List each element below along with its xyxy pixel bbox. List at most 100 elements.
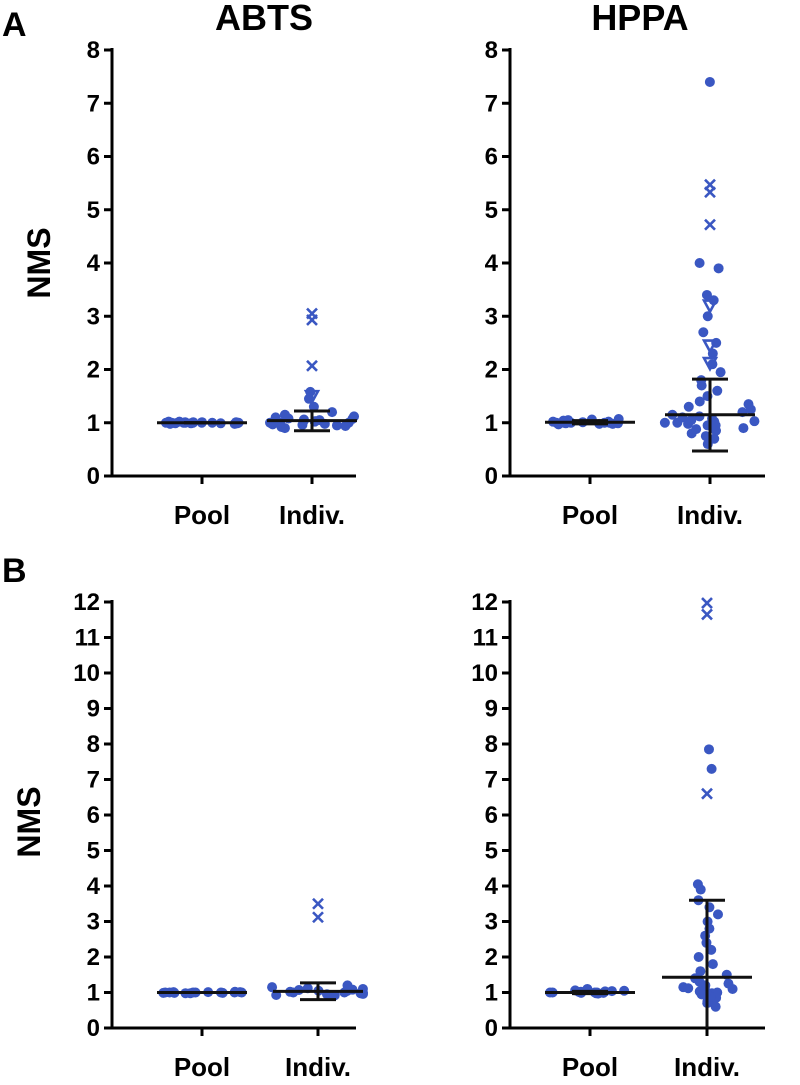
y-tick-label: 0 xyxy=(87,463,100,490)
chart-a-hppa: HPPA 0 1 2 3 4 5 6 7 8 Pool Indiv. xyxy=(485,0,765,530)
y-tick-label: 6 xyxy=(87,802,100,829)
outlier-x-marker xyxy=(701,597,713,609)
outlier-triangle-marker xyxy=(701,339,719,355)
data-point xyxy=(683,401,694,412)
y-tick-label: 11 xyxy=(473,625,498,652)
y-tick-label: 2 xyxy=(485,944,498,971)
y-tick-label: 5 xyxy=(87,838,100,865)
outlier-x-marker xyxy=(701,608,713,621)
y-tick-label: 5 xyxy=(87,197,100,224)
y-tick-label: 7 xyxy=(485,767,498,794)
y-tick-label: 10 xyxy=(73,660,100,687)
data-point xyxy=(706,944,717,955)
data-point xyxy=(710,420,721,431)
outlier-x-marker xyxy=(306,314,318,326)
data-point xyxy=(723,978,734,989)
y-tick-label: 7 xyxy=(87,90,100,117)
outlier-x-marker xyxy=(312,897,324,910)
data-point xyxy=(707,959,718,970)
data-point xyxy=(710,1001,721,1012)
x-tick-label: Pool xyxy=(562,500,618,530)
data-point xyxy=(347,414,358,425)
data-point xyxy=(694,258,705,268)
outlier-x-marker xyxy=(306,359,318,372)
y-tick-label: 0 xyxy=(485,463,498,490)
outlier-triangle-marker xyxy=(701,356,719,372)
data-point xyxy=(712,385,723,396)
y-tick-label: 8 xyxy=(87,37,100,64)
data-point xyxy=(743,399,754,410)
data-point xyxy=(686,415,697,426)
chart-title: HPPA xyxy=(591,0,688,38)
data-point xyxy=(715,367,726,378)
y-tick-label: 3 xyxy=(87,909,100,936)
y-tick-label: 2 xyxy=(485,357,498,384)
y-tick-label: 2 xyxy=(87,357,100,384)
y-tick-label: 8 xyxy=(87,731,100,758)
y-tick-label: 1 xyxy=(485,980,498,1007)
y-tick-label: 3 xyxy=(87,303,100,330)
y-axis-label: NMS xyxy=(21,227,57,298)
y-axis-label: NMS xyxy=(11,786,47,857)
y-tick-label: 1 xyxy=(87,410,100,437)
y-tick-label: 8 xyxy=(485,37,498,64)
x-tick-label: Indiv. xyxy=(279,500,345,530)
y-tick-label: 9 xyxy=(485,696,498,723)
y-tick-label: 2 xyxy=(87,944,100,971)
outlier-x-marker xyxy=(701,787,713,800)
outlier-x-marker xyxy=(704,218,716,231)
data-point xyxy=(331,420,342,431)
y-tick-label: 3 xyxy=(485,909,498,936)
x-tick-label: Indiv. xyxy=(677,500,743,530)
data-point xyxy=(694,986,705,997)
y-tick-label: 11 xyxy=(75,625,100,652)
data-point xyxy=(712,909,723,920)
data-point xyxy=(691,424,702,435)
y-tick-label: 4 xyxy=(485,250,499,277)
x-tick-label: Pool xyxy=(174,500,230,530)
data-point xyxy=(749,416,760,427)
data-point xyxy=(694,396,705,407)
y-tick-label: 6 xyxy=(485,144,498,171)
y-tick-label: 4 xyxy=(87,250,101,277)
y-tick-label: 12 xyxy=(73,589,100,616)
y-tick-label: 12 xyxy=(471,589,498,616)
y-tick-label: 1 xyxy=(485,410,498,437)
y-tick-label: 7 xyxy=(87,767,100,794)
y-tick-label: 9 xyxy=(87,696,100,723)
outlier-triangle-marker xyxy=(303,389,321,405)
data-point xyxy=(713,263,724,274)
y-tick-label: 5 xyxy=(485,197,498,224)
data-point xyxy=(308,401,319,412)
data-point xyxy=(683,983,694,994)
data-point xyxy=(706,763,717,774)
x-tick-label: Indiv. xyxy=(285,1052,351,1082)
data-point xyxy=(619,985,630,996)
data-point xyxy=(342,980,353,991)
data-point xyxy=(700,431,711,442)
data-point xyxy=(279,409,290,420)
data-point xyxy=(693,952,704,962)
outlier-triangle-marker xyxy=(701,299,719,315)
chart-title: ABTS xyxy=(215,0,313,38)
y-tick-label: 4 xyxy=(485,873,499,900)
y-tick-label: 0 xyxy=(485,1015,498,1042)
outlier-x-marker xyxy=(312,911,324,924)
data-point xyxy=(738,423,749,434)
data-point xyxy=(694,411,705,422)
data-point xyxy=(267,982,278,993)
data-point xyxy=(695,966,706,977)
y-tick-label: 8 xyxy=(485,731,498,758)
chart-a-abts: ABTS NMS 0 1 2 3 4 5 6 7 8 Pool Indiv. xyxy=(21,0,360,530)
data-point xyxy=(340,420,351,431)
y-tick-label: 10 xyxy=(471,660,498,687)
y-tick-label: 7 xyxy=(485,90,498,117)
y-tick-label: 4 xyxy=(87,873,101,900)
panel-label-a: A xyxy=(2,6,27,44)
data-point xyxy=(703,744,714,755)
data-point xyxy=(709,433,720,444)
